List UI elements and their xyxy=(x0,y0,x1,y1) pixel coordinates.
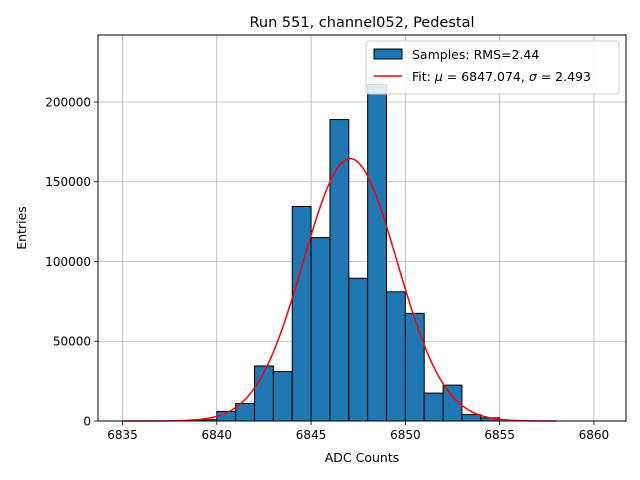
chart-title: Run 551, channel052, Pedestal xyxy=(249,15,474,31)
histogram-bar-14 xyxy=(386,291,406,422)
histogram-bar-18 xyxy=(461,414,482,422)
x-tick-label-3: 6850 xyxy=(390,428,421,442)
plot-frame xyxy=(97,34,627,422)
legend-fit-sigma: σ xyxy=(529,69,538,84)
x-tick-label-1: 6840 xyxy=(202,428,233,442)
gaussian-fit-curve xyxy=(122,157,557,422)
y-tick-label-2: 100000 xyxy=(45,255,91,269)
histogram-bar-15 xyxy=(404,312,425,422)
legend-swatch-samples xyxy=(373,48,403,60)
y-axis-label: Entries xyxy=(14,206,29,250)
y-axis-ticks: 0 50000 100000 150000 200000 xyxy=(45,95,98,429)
legend-label-samples: Samples: RMS=2.44 xyxy=(412,47,539,62)
legend-fit-suffix: = 2.493 xyxy=(537,69,591,84)
histogram-bar-13 xyxy=(367,83,388,422)
x-tick-label-0: 6835 xyxy=(107,428,138,442)
y-tick-label-4: 200000 xyxy=(45,95,91,109)
legend-label-fit: Fit: μ = 6847.074, σ = 2.493 xyxy=(412,69,591,84)
histogram-bar-12 xyxy=(348,277,369,422)
x-axis-label: ADC Counts xyxy=(325,450,400,465)
legend-box xyxy=(365,40,620,95)
histogram-bar-8 xyxy=(272,371,293,422)
y-tick-label-1: 50000 xyxy=(53,335,91,349)
legend-fit-prefix: Fit: xyxy=(412,69,435,84)
histogram-bar-16 xyxy=(423,392,444,422)
legend-fit-mid: = 6847.074, xyxy=(443,69,529,84)
legend-fit-mu: μ xyxy=(434,69,443,84)
x-tick-label-5: 6860 xyxy=(579,428,610,442)
y-tick-label-0: 0 xyxy=(83,415,91,429)
x-axis-ticks: 6835 6840 6845 6850 6855 6860 xyxy=(107,421,609,442)
x-tick-label-4: 6855 xyxy=(484,428,515,442)
histogram-bar-10 xyxy=(310,237,331,422)
x-tick-label-2: 6845 xyxy=(296,428,327,442)
histogram-bars xyxy=(197,83,501,422)
legend: Samples: RMS=2.44 Fit: μ = 6847.074, σ =… xyxy=(365,40,620,95)
histogram-bar-9 xyxy=(291,205,312,422)
y-tick-label-3: 150000 xyxy=(45,175,91,189)
histogram-bar-7 xyxy=(254,365,274,422)
